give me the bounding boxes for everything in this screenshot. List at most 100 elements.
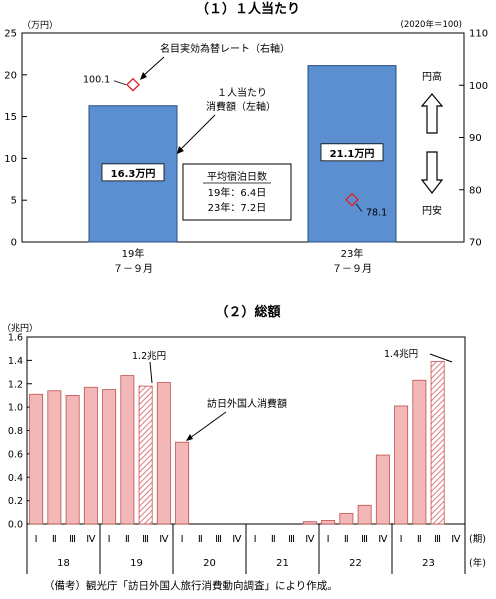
chart1-title: （１）１人当たり [196,1,300,17]
chart1-right-tick-label: 80 [469,185,482,196]
chart2-quarter-label: Ⅲ [69,534,76,545]
chart2-y-tick-label: 0.4 [8,473,23,484]
chart1-left-tick-label: 10 [4,154,17,165]
chart1-bar-label-box [320,143,384,162]
chart2-quarter-label: Ⅲ [361,534,368,545]
chart2-quarter-label: Ⅰ [400,534,403,545]
chart2-year-label: 22 [349,558,362,569]
chart2-y-tick-label: 0.8 [8,426,23,437]
chart2-quarter-label: Ⅲ [142,534,149,545]
series-label: 訪日外国人消費額 [207,397,287,410]
chart2-quarter-label: Ⅱ [125,534,130,545]
chart2-bars [29,361,445,525]
label-14-pointer [429,353,453,363]
chart1-rate-marker [345,192,359,207]
label-12-pointer [149,361,153,384]
chart2-title: （２）総額 [215,304,280,320]
chart1-x-label: 23年 [341,247,364,260]
chart1-x-label: ７－９月 [332,263,372,275]
chart2-quarter-label: Ⅰ [327,534,330,545]
spend-label-line1: １人当たり [217,86,267,99]
spend-pointer-head [177,146,184,154]
chart2-year-label: 23 [422,558,435,569]
chart2-bar-estimate [430,361,445,525]
chart2-bar [321,520,336,525]
chart2-y-tick-label: 1.2 [8,379,23,390]
spend-pointer [179,114,216,151]
chart2-bar [120,375,135,525]
series-pointer [189,411,227,439]
yen-strong-arrow [420,93,444,134]
chart1-right-tick-label: 110 [469,29,488,40]
chart1-right-tick-label: 90 [469,133,482,144]
chart2-quarter-label: Ⅳ [232,534,242,545]
chart2-bar [156,382,171,525]
chart2-quarter-label: Ⅰ [35,534,38,545]
yen-strong-label: 円高 [422,70,442,83]
chart1-left-axis: 0 5 10 15 20 25 [4,29,27,249]
chart1-bar-label-box [101,163,165,182]
chart2-quarter-label: Ⅰ [181,534,184,545]
chart2-y-axis-label: （兆円） [2,323,38,334]
chart2-y-tick-label: 0.2 [8,496,23,507]
chart1-rate-leader [113,80,127,86]
chart2-y-tick-label: 0.0 [8,520,23,531]
chart2-y-tick-label: 1.6 [8,333,23,344]
chart1-rate-marker [126,77,140,92]
chart2-year-label: 18 [57,558,70,569]
chart2-year-label: 19 [130,558,143,569]
chart2-year-label: 20 [203,558,216,569]
chart1-left-tick-label: 20 [4,70,17,81]
chart2-y-tick-label: 1.4 [8,356,23,367]
chart1-right-tick-label: 100 [469,81,488,92]
chart2-bar [302,521,317,525]
chart2-bar [357,504,372,525]
chart1-bar-label: 16.3万円 [111,168,156,180]
chart2-quarter-label: Ⅳ [305,534,315,545]
chart1-bars: 16.3万円 21.1万円 100.1 78.1 [83,65,397,243]
chart2-year-label: 21 [276,558,289,569]
chart1-bar-label: 21.1万円 [330,148,375,160]
chart1-right-tick-label: 70 [469,238,482,249]
chart1-left-tick-label: 25 [4,29,17,40]
chart2-quarter-label: Ⅳ [159,534,169,545]
chart1-left-tick-label: 0 [11,238,17,249]
chart1-x-label: ７－９月 [113,263,153,275]
chart2-quarter-label: Ⅲ [434,534,441,545]
chart2-bar [102,389,117,525]
chart1-rate-leader [355,203,363,212]
rate-pointer-head [140,72,147,80]
stay-title: 平均宿泊日数 [207,170,267,183]
chart2-y-tick-label: 1.0 [8,403,23,414]
chart2-quarter-label: Ⅲ [215,534,222,545]
rate-label: 名目実効為替レート（右軸） [160,42,290,55]
chart2-bar [83,386,98,525]
chart1-left-tick-label: 15 [4,112,17,123]
chart2-x-unit-year: (年) [469,557,486,569]
chart1-left-axis-label: （万円） [22,20,58,31]
chart2-quarter-label: Ⅳ [378,534,388,545]
chart2-bar [412,379,427,525]
chart2-bar [175,441,190,525]
chart1-x-axis: 19年 ７－９月 23年 ７－９月 [113,247,372,275]
chart2-bar [29,393,44,525]
chart2-bar [375,454,390,525]
yen-weak-label: 円安 [422,204,442,217]
chart1-rate-label: 78.1 [366,208,387,219]
chart2-quarter-label: Ⅱ [271,534,276,545]
chart2-quarter-label: Ⅱ [198,534,203,545]
chart2-bar-estimate [138,385,153,525]
spend-label-line2: 消費額（左軸） [206,100,276,113]
chart2-quarter-label: Ⅱ [417,534,422,545]
stay-23: 23年：7.2日 [208,201,267,214]
stay-19: 19年：6.4日 [208,186,267,199]
series-pointer-head [186,434,193,441]
label-12-trillion: 1.2兆円 [132,351,166,362]
chart2-bar [394,405,409,525]
stay-box [182,163,292,221]
chart2-bar [47,390,62,525]
chart2-bar [339,513,354,525]
chart1-right-axis: 70 80 90 100 110 [459,29,488,249]
